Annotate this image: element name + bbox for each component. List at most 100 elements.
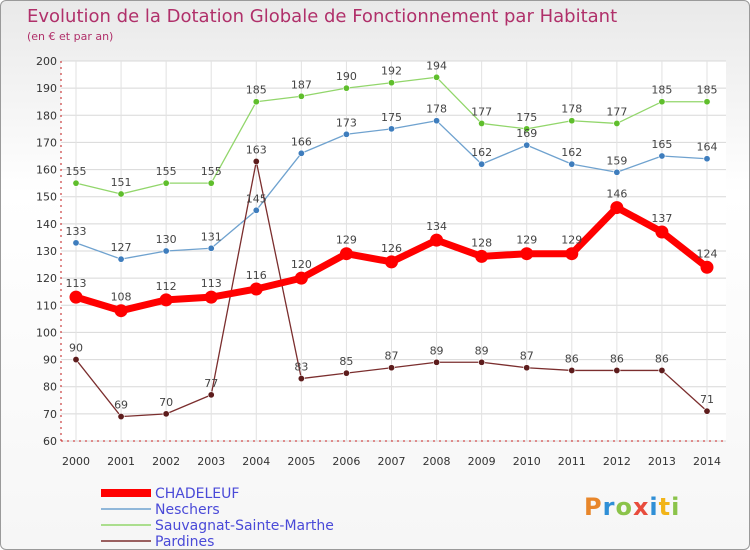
data-point [117, 255, 125, 263]
data-point [204, 290, 218, 304]
data-point [72, 179, 80, 187]
legend-label: Neschers [155, 502, 220, 518]
chart-subtitle: (en € et par an) [27, 30, 114, 43]
data-label: 155 [201, 165, 222, 178]
data-label: 116 [246, 269, 267, 282]
data-point [207, 244, 215, 252]
data-label: 108 [111, 291, 132, 304]
y-tick-label: 60 [43, 435, 57, 448]
data-point [297, 375, 305, 383]
data-label: 137 [651, 212, 672, 225]
data-point [433, 358, 441, 366]
data-point [703, 98, 711, 106]
data-point [252, 157, 260, 165]
legend-label: Pardines [155, 534, 214, 550]
chart-title: Evolution de la Dotation Globale de Fonc… [27, 6, 618, 27]
data-label: 164 [697, 141, 718, 154]
data-label: 71 [700, 393, 714, 406]
data-label: 128 [471, 236, 492, 249]
data-point [475, 249, 489, 263]
data-label: 113 [66, 277, 87, 290]
legend-label: CHADELEUF [155, 486, 239, 502]
data-label: 175 [381, 111, 402, 124]
data-label: 146 [606, 188, 627, 201]
data-label: 145 [246, 192, 267, 205]
data-point [478, 358, 486, 366]
data-label: 178 [426, 103, 447, 116]
data-label: 166 [291, 135, 312, 148]
data-point [249, 282, 263, 296]
x-tick-label: 2012 [603, 455, 631, 468]
data-point [114, 304, 128, 318]
y-tick-label: 130 [36, 245, 57, 258]
data-label: 131 [201, 230, 222, 243]
data-label: 175 [516, 111, 537, 124]
data-label: 130 [156, 233, 177, 246]
y-tick-label: 140 [36, 218, 57, 231]
data-point [568, 366, 576, 374]
data-label: 85 [339, 355, 353, 368]
data-point [342, 84, 350, 92]
data-label: 162 [471, 146, 492, 159]
data-point [117, 413, 125, 421]
data-point [658, 152, 666, 160]
y-tick-label: 180 [36, 109, 57, 122]
y-tick-label: 100 [36, 326, 57, 339]
data-label: 129 [561, 234, 582, 247]
data-point [523, 141, 531, 149]
data-point [162, 410, 170, 418]
x-tick-label: 2004 [242, 455, 270, 468]
data-point [162, 247, 170, 255]
x-tick-label: 2001 [107, 455, 135, 468]
data-label: 89 [475, 344, 489, 357]
data-label: 177 [471, 105, 492, 118]
data-label: 112 [156, 280, 177, 293]
data-label: 185 [697, 84, 718, 97]
data-label: 169 [516, 127, 537, 140]
data-label: 124 [697, 247, 718, 260]
x-tick-label: 2008 [423, 455, 451, 468]
data-label: 162 [561, 146, 582, 159]
data-point [658, 98, 666, 106]
data-label: 151 [111, 176, 132, 189]
data-point [342, 130, 350, 138]
data-point [613, 168, 621, 176]
y-tick-label: 70 [43, 408, 57, 421]
x-tick-label: 2002 [152, 455, 180, 468]
data-label: 155 [66, 165, 87, 178]
data-point [339, 247, 353, 261]
data-label: 77 [204, 377, 218, 390]
data-label: 90 [69, 342, 83, 355]
data-label: 165 [651, 138, 672, 151]
y-tick-label: 120 [36, 272, 57, 285]
data-point [207, 179, 215, 187]
data-point [703, 155, 711, 163]
data-label: 87 [520, 350, 534, 363]
x-tick-label: 2005 [287, 455, 315, 468]
data-point [568, 117, 576, 125]
data-point [252, 98, 260, 106]
data-label: 86 [565, 352, 579, 365]
data-point [613, 366, 621, 374]
proxiti-logo: Proxiti [584, 493, 681, 521]
y-tick-label: 170 [36, 136, 57, 149]
data-label: 178 [561, 103, 582, 116]
data-point [430, 233, 444, 247]
y-tick-label: 110 [36, 299, 57, 312]
data-label: 113 [201, 277, 222, 290]
data-label: 190 [336, 70, 357, 83]
data-point [610, 201, 624, 215]
data-point [568, 160, 576, 168]
data-point [207, 391, 215, 399]
data-label: 69 [114, 399, 128, 412]
data-point [433, 73, 441, 81]
y-tick-label: 190 [36, 82, 57, 95]
data-label: 159 [606, 154, 627, 167]
x-tick-label: 2010 [513, 455, 541, 468]
data-label: 173 [336, 116, 357, 129]
data-label: 70 [159, 396, 173, 409]
x-tick-label: 2000 [62, 455, 90, 468]
data-label: 177 [606, 105, 627, 118]
data-point [703, 407, 711, 415]
